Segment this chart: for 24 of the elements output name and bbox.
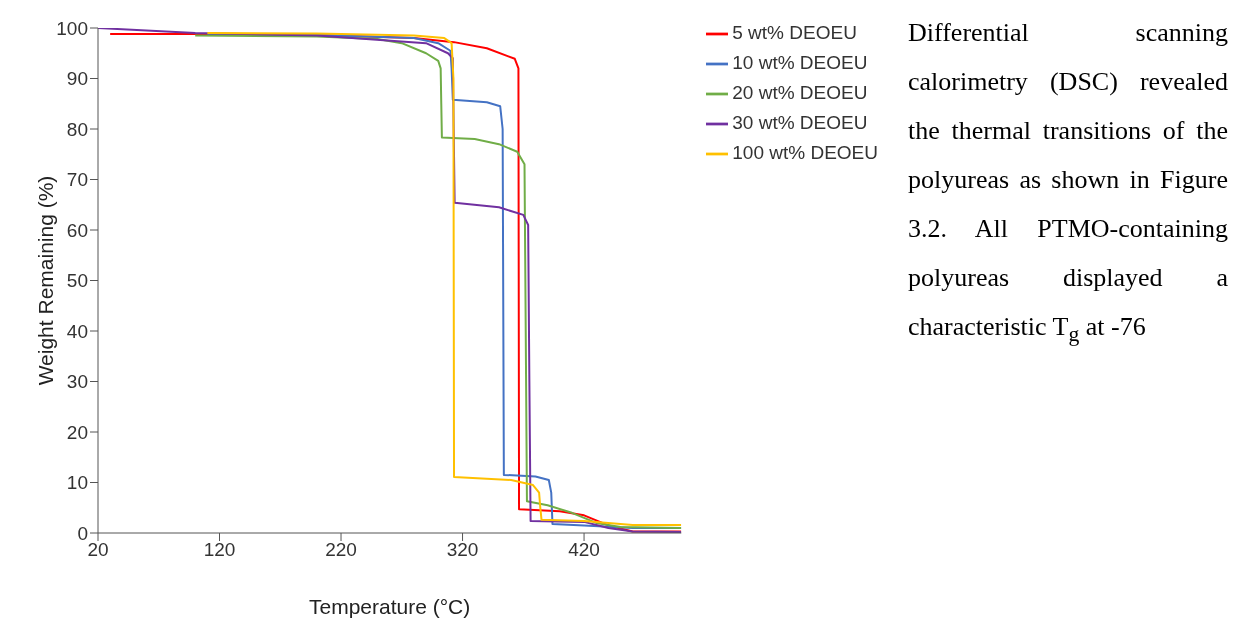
y-tick-label: 90 bbox=[66, 68, 88, 90]
y-tick-label: 30 bbox=[66, 371, 88, 393]
y-tick-label: 80 bbox=[66, 118, 88, 140]
legend-label: 100 wt% DEOEU bbox=[732, 142, 878, 163]
y-tick-label: 50 bbox=[66, 270, 88, 292]
legend-label: 5 wt% DEOEU bbox=[732, 22, 857, 43]
x-tick-label: 20 bbox=[87, 539, 109, 561]
text: Differential scanning calorimetry (DSC) revealed the thermal transitions of the polyureas as shown in Figure 3.2. All PTMO-containing polyureas displayed a characteristic T$_{g}$ at -76 bbox=[908, 18, 1228, 347]
x-tick-label: 320 bbox=[446, 539, 479, 561]
y-tick-label: 70 bbox=[66, 169, 88, 191]
y-tick-label: 40 bbox=[66, 320, 88, 342]
y-tick-label: 100 bbox=[56, 17, 88, 39]
y-tick-label: 10 bbox=[66, 472, 88, 494]
y-tick-label: 60 bbox=[66, 219, 88, 241]
legend-label: 30 wt% DEOEU bbox=[732, 112, 868, 133]
y-tick-label: 20 bbox=[66, 421, 88, 443]
legend-label: 20 wt% DEOEU bbox=[732, 82, 868, 103]
x-tick-label: 120 bbox=[203, 539, 236, 561]
x-tick-label: 420 bbox=[568, 539, 600, 561]
x-tick-label: 220 bbox=[325, 539, 357, 561]
legend-label: 10 wt% DEOEU bbox=[732, 52, 868, 73]
x-axis-title: Temperature (°C) bbox=[308, 594, 471, 618]
y-axis-title: Weight Remaining (%) bbox=[34, 175, 58, 386]
y-tick-label: 0 bbox=[77, 522, 88, 544]
